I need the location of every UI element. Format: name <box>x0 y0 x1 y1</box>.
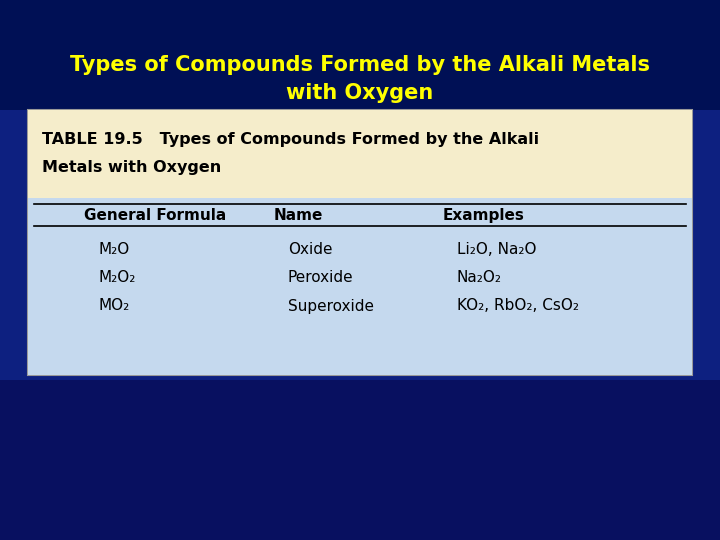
Bar <box>0 110 720 380</box>
Text: Oxide: Oxide <box>288 242 332 258</box>
Text: with Oxygen: with Oxygen <box>287 83 433 103</box>
Bar <box>28 110 692 198</box>
Text: General Formula: General Formula <box>84 208 227 223</box>
Bar <box>28 198 692 375</box>
Text: Metals with Oxygen: Metals with Oxygen <box>42 160 221 175</box>
Text: Peroxide: Peroxide <box>288 271 354 286</box>
Text: Types of Compounds Formed by the Alkali Metals: Types of Compounds Formed by the Alkali … <box>70 55 650 75</box>
Text: Superoxide: Superoxide <box>288 299 374 314</box>
Text: TABLE 19.5   Types of Compounds Formed by the Alkali: TABLE 19.5 Types of Compounds Formed by … <box>42 132 539 147</box>
Bar <box>0 380 720 540</box>
Bar <box>28 110 692 375</box>
Text: Na₂O₂: Na₂O₂ <box>457 271 502 286</box>
Text: M₂O₂: M₂O₂ <box>99 271 136 286</box>
Text: Examples: Examples <box>443 208 525 223</box>
Text: MO₂: MO₂ <box>99 299 130 314</box>
Text: M₂O: M₂O <box>99 242 130 258</box>
Text: Li₂O, Na₂O: Li₂O, Na₂O <box>457 242 536 258</box>
Text: Name: Name <box>274 208 323 223</box>
Bar <box>0 0 720 110</box>
Text: KO₂, RbO₂, CsO₂: KO₂, RbO₂, CsO₂ <box>457 299 579 314</box>
